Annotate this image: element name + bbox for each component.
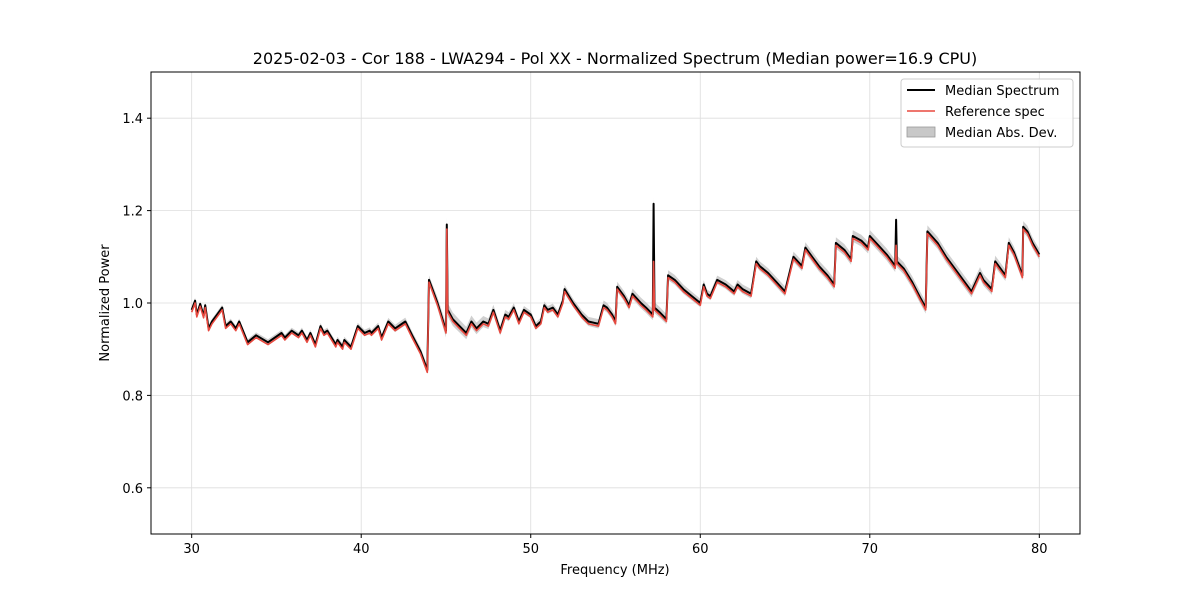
- x-tick-label: 30: [183, 542, 200, 557]
- legend-median-label: Median Spectrum: [945, 84, 1059, 99]
- x-tick-label: 70: [862, 542, 879, 557]
- legend-mad-label: Median Abs. Dev.: [945, 126, 1057, 141]
- legend: Median Spectrum Reference spec Median Ab…: [900, 78, 1074, 148]
- y-tick-label: 0.6: [122, 482, 143, 497]
- series-layer: [190, 202, 1041, 374]
- legend-box: [900, 78, 1074, 148]
- reference-spec-line: [190, 228, 1040, 374]
- y-axis-ticks: 0.6 0.8 1.0 1.2 1.4: [122, 112, 151, 497]
- legend-mad-swatch: [906, 126, 936, 138]
- y-tick-label: 0.8: [122, 389, 143, 404]
- y-axis-label: Normalized Power: [98, 244, 113, 362]
- y-tick-label: 1.2: [122, 205, 143, 220]
- x-tick-label: 80: [1031, 542, 1048, 557]
- legend-reference-label: Reference spec: [945, 105, 1045, 120]
- x-tick-label: 40: [353, 542, 370, 557]
- y-tick-label: 1.4: [122, 112, 143, 127]
- chart-title: 2025-02-03 - Cor 188 - LWA294 - Pol XX -…: [253, 49, 977, 68]
- x-axis-ticks: 30 40 50 60 70 80: [183, 534, 1048, 557]
- x-tick-label: 60: [692, 542, 709, 557]
- y-tick-label: 1.0: [122, 297, 143, 312]
- x-axis-label: Frequency (MHz): [560, 563, 669, 578]
- x-tick-label: 50: [522, 542, 539, 557]
